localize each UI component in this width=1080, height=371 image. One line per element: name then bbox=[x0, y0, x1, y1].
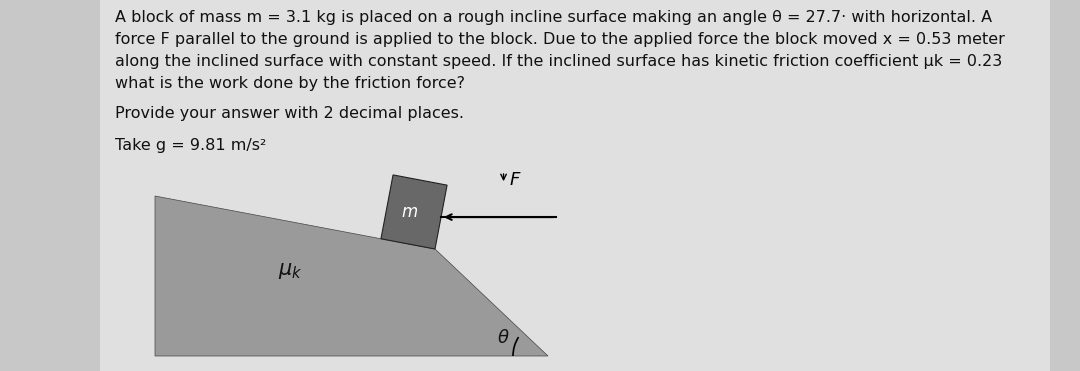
Text: $F$: $F$ bbox=[509, 171, 522, 189]
Text: θ: θ bbox=[498, 329, 509, 347]
Bar bbox=[100, 0, 1050, 371]
Polygon shape bbox=[381, 175, 447, 249]
Text: what is the work done by the friction force?: what is the work done by the friction fo… bbox=[114, 76, 465, 91]
Text: $\mu_k$: $\mu_k$ bbox=[278, 261, 302, 281]
Text: m: m bbox=[402, 203, 418, 221]
Polygon shape bbox=[156, 196, 548, 356]
Text: Provide your answer with 2 decimal places.: Provide your answer with 2 decimal place… bbox=[114, 106, 464, 121]
Text: Take g = 9.81 m/s²: Take g = 9.81 m/s² bbox=[114, 138, 267, 153]
Text: A block of mass m = 3.1 kg is placed on a rough incline surface making an angle : A block of mass m = 3.1 kg is placed on … bbox=[114, 10, 993, 25]
Text: along the inclined surface with constant speed. If the inclined surface has kine: along the inclined surface with constant… bbox=[114, 54, 1002, 69]
Text: force F parallel to the ground is applied to the block. Due to the applied force: force F parallel to the ground is applie… bbox=[114, 32, 1004, 47]
